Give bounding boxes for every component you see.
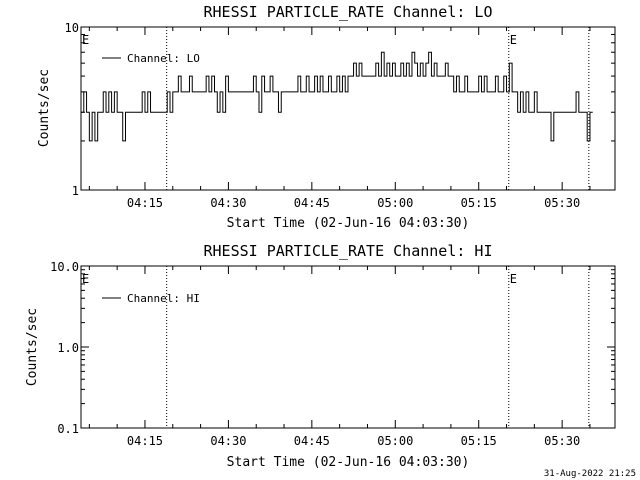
panel-lo-y-tick-label-0: 1 <box>72 184 79 198</box>
panel-lo-series <box>81 51 593 142</box>
panel-lo-x-tick-label-4: 05:15 <box>461 196 497 210</box>
panel-hi-event-lines <box>166 266 590 428</box>
panel-lo-x-tick-label-0: 04:15 <box>127 196 163 210</box>
panel-hi-title: RHESSI PARTICLE_RATE Channel: HI <box>204 242 493 260</box>
panel-lo-x-tick-label-2: 04:45 <box>294 196 330 210</box>
panel-lo: RHESSI PARTICLE_RATE Channel: LO 04:15 04… <box>37 3 616 231</box>
panel-hi-x-tick-label-0: 04:15 <box>127 434 163 448</box>
panel-lo-plot-frame <box>80 26 616 191</box>
panel-hi-x-axis-label: Start Time (02-Jun-16 04:03:30) <box>227 455 470 470</box>
panel-lo-event-lines <box>166 27 590 190</box>
panel-hi-y-axis-label: Counts/sec <box>25 308 40 386</box>
panel-hi-y-axis: 0.1 1.0 10.0 <box>50 260 615 436</box>
panel-hi-x-tick-label-2: 04:45 <box>294 434 330 448</box>
panel-hi-legend-label: Channel: HI <box>127 292 200 305</box>
panel-hi-x-axis: 04:15 04:30 04:45 05:00 05:15 05:30 <box>88 266 591 448</box>
panel-hi-legend: Channel: HI <box>102 292 200 305</box>
panel-lo-legend-label: Channel: LO <box>127 52 200 65</box>
panel-hi-event-marker-1: E <box>510 272 517 286</box>
panel-lo-y-tick-label-1: 10 <box>65 21 79 35</box>
panel-lo-title: RHESSI PARTICLE_RATE Channel: LO <box>204 3 493 21</box>
panel-hi-x-tick-label-1: 04:30 <box>210 434 246 448</box>
panel-lo-x-axis: 04:15 04:30 04:45 05:00 05:15 05:30 <box>88 27 591 210</box>
panel-lo-x-axis-label: Start Time (02-Jun-16 04:03:30) <box>227 216 470 231</box>
panel-lo-event-marker-1: E <box>510 33 517 47</box>
panel-lo-y-axis: 1 10 <box>65 21 615 198</box>
panel-hi: RHESSI PARTICLE_RATE Channel: HI 04:15 04… <box>25 242 616 470</box>
panel-hi-event-marker-0: E <box>82 272 89 286</box>
footer-timestamp: 31-Aug-2022 21:25 <box>544 469 636 479</box>
panel-lo-x-tick-label-3: 05:00 <box>377 196 413 210</box>
panel-hi-y-tick-label-1: 1.0 <box>57 341 79 355</box>
panel-hi-x-tick-label-5: 05:30 <box>544 434 580 448</box>
panel-hi-y-tick-label-2: 10.0 <box>50 260 79 274</box>
panel-lo-event-marker-0: E <box>82 33 89 47</box>
panel-lo-x-tick-label-1: 04:30 <box>210 196 246 210</box>
panel-lo-legend: Channel: LO <box>102 52 200 65</box>
panel-hi-x-tick-label-4: 05:15 <box>461 434 497 448</box>
panel-hi-x-tick-label-3: 05:00 <box>377 434 413 448</box>
panel-lo-x-tick-label-5: 05:30 <box>544 196 580 210</box>
panel-hi-y-tick-label-0: 0.1 <box>57 422 79 436</box>
panel-lo-y-axis-label: Counts/sec <box>37 69 52 147</box>
panel-lo-series-line-0 <box>81 51 593 142</box>
